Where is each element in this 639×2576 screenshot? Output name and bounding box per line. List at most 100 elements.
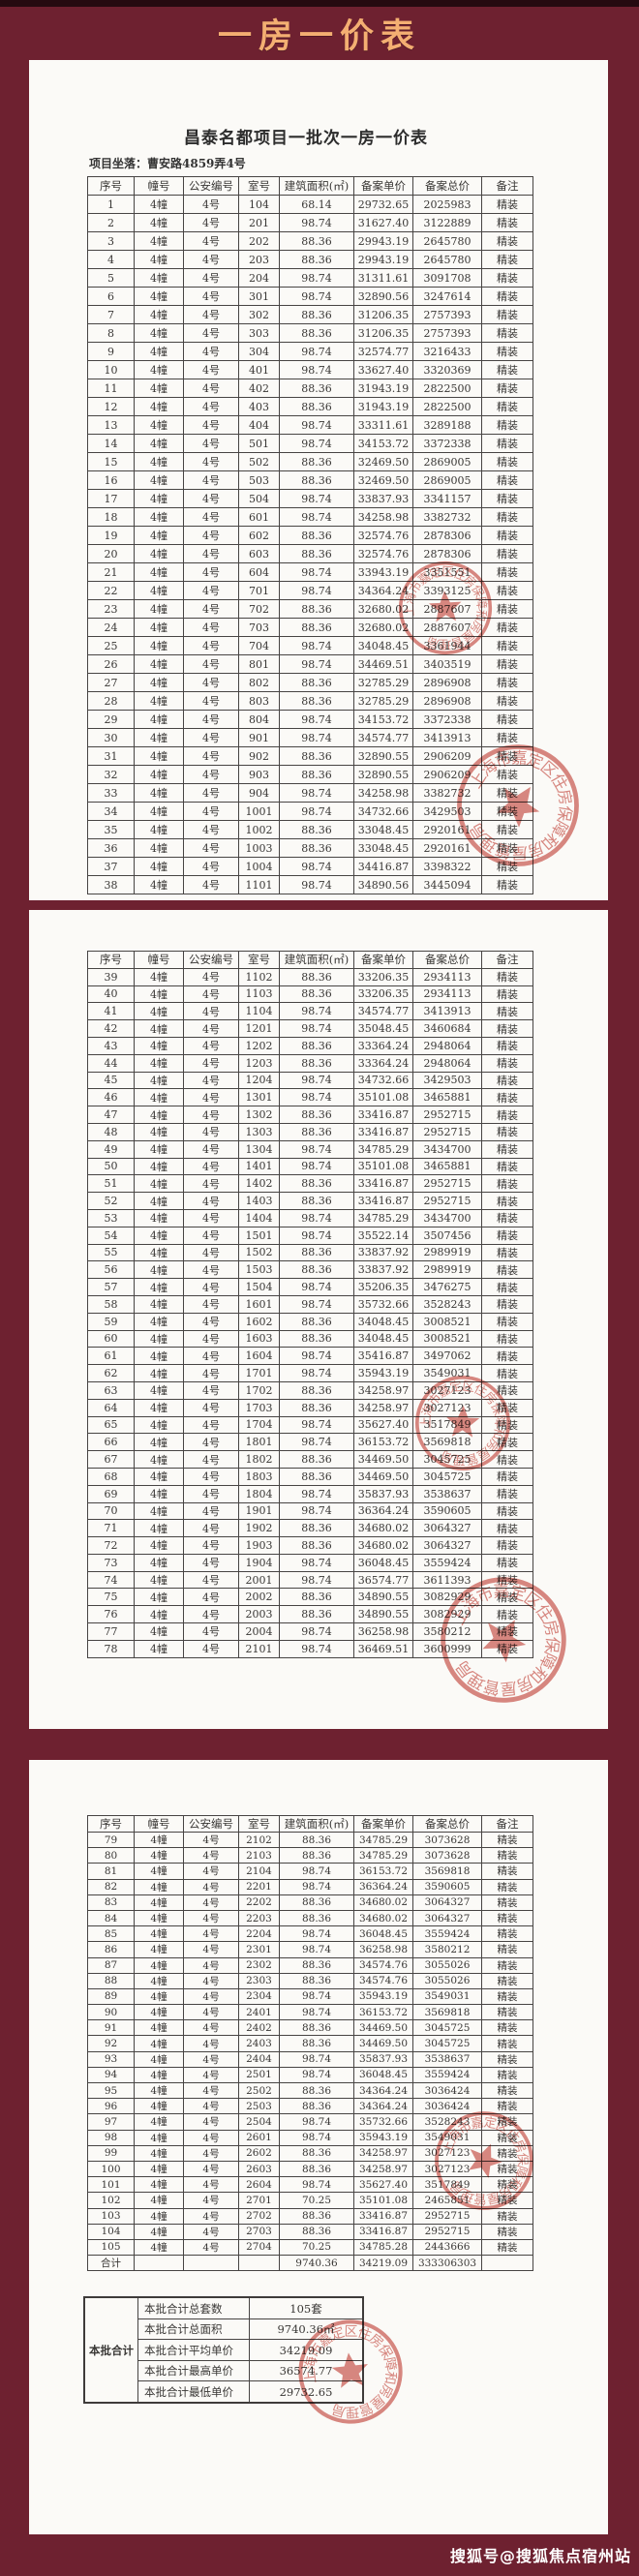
table-cell: 3045725 xyxy=(412,2019,482,2037)
table-cell: 3528243 xyxy=(412,2113,482,2131)
table-cell: 4号 xyxy=(183,1260,239,1280)
table-cell: 35101.08 xyxy=(353,1088,413,1107)
table-cell: 精装 xyxy=(481,1312,533,1331)
table-cell: 301 xyxy=(238,287,280,306)
table-cell: 3476275 xyxy=(412,1278,482,1296)
table-cell: 精装 xyxy=(481,1106,533,1124)
summary-group-label: 本批合计 xyxy=(83,2296,138,2404)
table-cell: 精装 xyxy=(481,1243,533,1262)
table-cell: 2103 xyxy=(238,1847,280,1864)
table-cell: 104 xyxy=(238,195,280,214)
table-cell: 34680.02 xyxy=(353,1519,413,1538)
table-row: 12 4幢 4号 403 88.36 31943.19 2822500 精装 xyxy=(87,397,533,416)
table-cell: 98.74 xyxy=(279,342,354,361)
table-cell: 精装 xyxy=(481,434,533,453)
table-cell: 49 xyxy=(87,1139,135,1159)
table-cell: 2896908 xyxy=(412,673,482,692)
table-cell: 精装 xyxy=(481,581,533,600)
table-cell: 精装 xyxy=(481,195,533,214)
table-cell: 4幢 xyxy=(134,765,184,784)
total-cell: 合计 xyxy=(87,2255,135,2272)
header-cell: 备案单价 xyxy=(353,176,413,196)
table-cell: 4号 xyxy=(183,1941,239,1958)
table-cell: 33364.24 xyxy=(353,1053,413,1073)
table-cell: 88.36 xyxy=(279,746,354,766)
header-cell: 幢号 xyxy=(134,951,184,969)
table-cell: 2934113 xyxy=(412,967,482,986)
table-cell: 4号 xyxy=(183,2113,239,2131)
table-cell: 55 xyxy=(87,1243,135,1262)
table-cell: 4幢 xyxy=(134,323,184,343)
table-cell: 3600999 xyxy=(412,1639,482,1658)
table-cell: 3382732 xyxy=(412,783,482,803)
table-cell: 4幢 xyxy=(134,1019,184,1038)
table-cell: 88.36 xyxy=(279,1450,354,1469)
table-cell: 204 xyxy=(238,268,280,288)
table-cell: 4号 xyxy=(183,2144,239,2162)
table-cell: 4号 xyxy=(183,691,239,711)
total-cell xyxy=(238,2255,280,2272)
table-cell: 302 xyxy=(238,305,280,324)
table-cell: 62 xyxy=(87,1364,135,1382)
table-cell: 精装 xyxy=(481,875,533,894)
table-cell: 精装 xyxy=(481,1226,533,1245)
table-cell: 4幢 xyxy=(134,268,184,288)
table-cell: 34680.02 xyxy=(353,1536,413,1555)
table-cell: 1101 xyxy=(238,875,280,894)
table-cell: 4幢 xyxy=(134,1570,184,1590)
table-cell: 1403 xyxy=(238,1192,280,1210)
table-cell: 4幢 xyxy=(134,783,184,803)
table-cell: 98.74 xyxy=(279,360,354,379)
table-cell: 2934113 xyxy=(412,985,482,1004)
table-cell: 1204 xyxy=(238,1071,280,1090)
table-cell: 10 xyxy=(87,360,135,379)
table-cell: 88.36 xyxy=(279,1847,354,1864)
table-cell: 98.74 xyxy=(279,2050,354,2068)
table-cell: 4号 xyxy=(183,562,239,582)
table-cell: 98.74 xyxy=(279,783,354,803)
table-cell: 4号 xyxy=(183,1415,239,1435)
table-cell: 1202 xyxy=(238,1036,280,1055)
table-cell: 4号 xyxy=(183,728,239,747)
table-cell: 3559424 xyxy=(412,1553,482,1572)
table-cell: 4幢 xyxy=(134,1639,184,1658)
table-cell: 4幢 xyxy=(134,379,184,398)
table-cell: 32890.55 xyxy=(353,746,413,766)
table-row: 38 4幢 4号 1101 98.74 34890.56 3445094 精装 xyxy=(87,875,533,894)
table-cell: 60 xyxy=(87,1329,135,1349)
table-cell: 1402 xyxy=(238,1174,280,1194)
table-cell: 4幢 xyxy=(134,2098,184,2115)
table-cell: 7 xyxy=(87,305,135,324)
table-cell: 71 xyxy=(87,1519,135,1538)
summary-item-value: 34219.09 xyxy=(249,2339,364,2361)
table-cell: 4幢 xyxy=(134,1484,184,1503)
table-cell: 98.74 xyxy=(279,2129,354,2146)
table-cell: 4号 xyxy=(183,636,239,655)
table-cell: 精装 xyxy=(481,2207,533,2225)
table-cell: 69 xyxy=(87,1484,135,1503)
table-cell: 98.74 xyxy=(279,1878,354,1895)
table-cell: 4幢 xyxy=(134,636,184,655)
table-cell: 603 xyxy=(238,544,280,563)
table-cell: 4号 xyxy=(183,1553,239,1572)
table-cell: 3045725 xyxy=(412,2035,482,2052)
table-cell: 4号 xyxy=(183,1622,239,1641)
table-cell: 精装 xyxy=(481,470,533,490)
header-cell: 公安编号 xyxy=(183,1815,239,1833)
table-row: 66 4幢 4号 1801 98.74 36153.72 3569818 精装 xyxy=(87,1433,533,1452)
table-cell: 74 xyxy=(87,1570,135,1590)
table-cell: 98.74 xyxy=(279,1347,354,1366)
table-row: 79 4幢 4号 2102 88.36 34785.29 3073628 精装 xyxy=(87,1831,533,1849)
table-cell: 2989919 xyxy=(412,1260,482,1280)
table-cell: 2304 xyxy=(238,1987,280,2006)
table-cell: 精装 xyxy=(481,2144,533,2162)
table-cell: 精装 xyxy=(481,1536,533,1555)
table-cell: 4幢 xyxy=(134,415,184,435)
table-cell: 901 xyxy=(238,728,280,747)
table-cell: 36153.72 xyxy=(353,1433,413,1452)
table-cell: 1504 xyxy=(238,1278,280,1296)
table-cell: 35627.40 xyxy=(353,2176,413,2194)
table-cell: 1004 xyxy=(238,857,280,876)
table-cell: 34048.45 xyxy=(353,1312,413,1331)
table-row: 23 4幢 4号 702 88.36 32680.02 2887607 精装 xyxy=(87,599,533,619)
